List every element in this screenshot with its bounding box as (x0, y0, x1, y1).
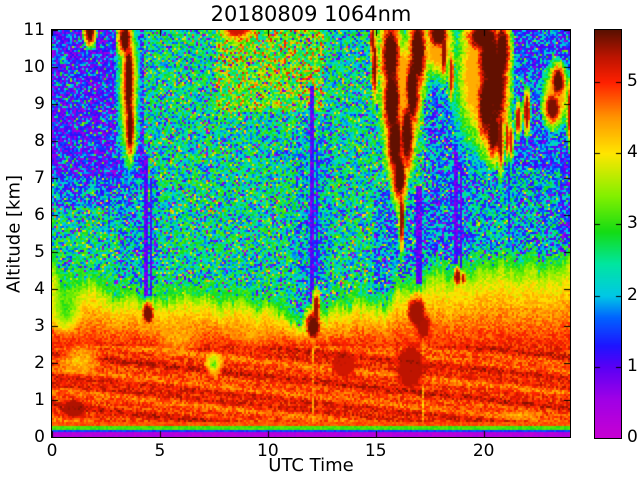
y-tick-label: 2 (34, 353, 45, 373)
x-tick-label: 15 (364, 441, 387, 461)
colorbar-canvas (595, 30, 621, 438)
x-tick-label: 0 (46, 441, 58, 461)
colorbar-tick-label: 5 (627, 70, 638, 91)
colorbar (594, 29, 622, 439)
x-tick-label: 20 (472, 441, 495, 461)
y-tick-label: 6 (34, 205, 45, 225)
plot-title: 20180809 1064nm (210, 2, 412, 26)
heatmap-canvas (52, 30, 570, 437)
colorbar-tick-label: 0 (627, 427, 638, 447)
x-tick-label: 5 (154, 441, 166, 461)
colorbar-tick-label: 3 (627, 213, 638, 234)
y-tick-label: 1 (34, 390, 45, 410)
colorbar-tick-label: 4 (627, 142, 638, 163)
y-tick-label: 9 (34, 94, 45, 114)
y-tick-label: 8 (34, 131, 45, 151)
y-tick-label: 0 (34, 427, 45, 447)
y-tick-label: 10 (23, 57, 45, 77)
y-axis-label: Altitude [km] (3, 174, 25, 294)
plot-area (51, 29, 571, 438)
y-tick-label: 7 (34, 168, 45, 188)
x-tick-label: 10 (257, 441, 279, 461)
y-tick-label: 11 (23, 20, 45, 40)
x-axis-label: UTC Time (268, 455, 354, 476)
colorbar-tick-label: 2 (627, 284, 638, 305)
y-tick-label: 5 (34, 242, 45, 262)
y-tick-label: 3 (34, 316, 45, 336)
colorbar-tick-label: 1 (627, 355, 638, 376)
y-tick-label: 4 (34, 279, 45, 299)
